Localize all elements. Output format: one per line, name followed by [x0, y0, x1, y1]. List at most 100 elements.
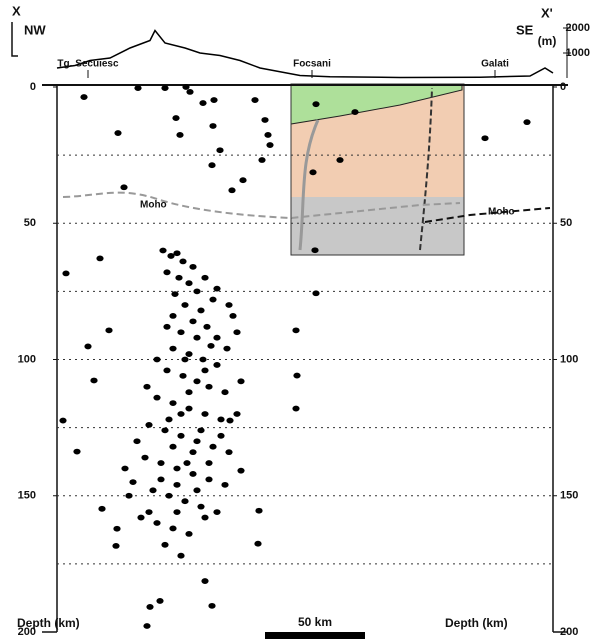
y-axis-label: Depth (km): [445, 616, 508, 630]
earthquake: [217, 416, 225, 423]
earthquake: [171, 291, 179, 297]
earthquake: [186, 89, 194, 95]
earthquake: [208, 602, 216, 609]
earthquake: [201, 411, 209, 417]
earthquake: [133, 438, 141, 445]
earthquake: [185, 389, 193, 396]
earthquake: [221, 389, 229, 396]
earthquake: [261, 117, 269, 123]
fault: [298, 119, 320, 251]
earthquake: [161, 541, 169, 548]
earthquake: [143, 623, 151, 629]
earthquake: [210, 97, 218, 103]
earthquake: [153, 520, 161, 526]
earthquake: [351, 109, 359, 115]
earthquake: [163, 367, 171, 374]
earthquake: [125, 492, 133, 499]
earthquake: [197, 427, 205, 434]
earthquake: [213, 509, 221, 515]
earthquake: [177, 411, 185, 417]
earthquake: [156, 598, 164, 604]
earthquake: [309, 169, 317, 176]
earthquake: [146, 604, 154, 610]
earthquake: [217, 432, 225, 439]
earthquake: [201, 367, 209, 374]
earthquake: [153, 394, 161, 401]
direction: SE: [516, 22, 534, 37]
earthquake: [149, 487, 157, 494]
earthquake: [193, 438, 201, 445]
earthquake: [201, 514, 209, 521]
earthquake: [255, 507, 263, 514]
earthquake: [197, 503, 205, 510]
earthquake: [226, 417, 234, 424]
earthquake: [112, 542, 120, 549]
fault: [419, 87, 433, 251]
earthquake: [182, 84, 190, 90]
earthquake: [312, 290, 320, 297]
earthquake: [169, 525, 177, 532]
earthquake: [203, 323, 211, 330]
section-end: X: [12, 3, 21, 18]
annotation: Moho: [140, 200, 167, 211]
earthquake: [120, 184, 128, 191]
y2-tick-label: 1000: [566, 47, 590, 59]
y2-axis-label: (m): [538, 34, 557, 48]
earthquake: [169, 400, 177, 406]
earthquake: [163, 323, 171, 330]
moho-line: [424, 207, 551, 223]
earthquake: [237, 467, 245, 474]
earthquake: [233, 329, 241, 336]
earthquake: [185, 280, 193, 287]
y-tick-label: 50: [24, 217, 36, 229]
earthquake: [169, 345, 177, 352]
earthquake: [225, 302, 233, 308]
earthquake: [213, 334, 221, 341]
scale-bar: [265, 632, 365, 639]
earthquake: [177, 329, 185, 336]
y-tick-label: 50: [560, 217, 572, 229]
earthquake: [254, 540, 262, 547]
earthquake: [189, 318, 197, 325]
earthquake: [292, 405, 300, 412]
earthquake: [193, 288, 201, 295]
geologic-section: [290, 83, 465, 256]
earthquake: [237, 378, 245, 385]
earthquake: [98, 505, 106, 512]
earthquake: [145, 422, 153, 428]
earthquake: [189, 471, 197, 477]
earthquake: [209, 296, 217, 303]
earthquake: [179, 372, 187, 379]
y-axis-label: Depth (km): [17, 616, 80, 630]
earthquake: [153, 356, 161, 363]
earthquake: [159, 247, 167, 254]
earthquake: [114, 130, 122, 136]
earthquake: [209, 123, 217, 129]
scale-bar-label: 50 km: [298, 615, 332, 629]
mantle-block: [291, 197, 464, 255]
y-tick-label: 100: [560, 353, 578, 365]
earthquake: [129, 479, 137, 486]
earthquake: [157, 476, 165, 483]
earthquake: [481, 135, 489, 142]
earthquake: [62, 270, 70, 277]
earthquake: [173, 250, 181, 257]
earthquake: [181, 302, 189, 308]
earthquake: [207, 342, 215, 349]
earthquake: [229, 313, 237, 319]
earthquake: [205, 476, 213, 483]
earthquake: [177, 432, 185, 439]
earthquake: [201, 578, 209, 584]
earthquake: [239, 177, 247, 184]
earthquake: [161, 427, 169, 434]
earthquake: [312, 101, 320, 108]
earthquake: [193, 487, 201, 494]
place-label: Focsani: [293, 59, 331, 70]
earthquake: [197, 307, 205, 314]
section-end: X': [541, 5, 553, 20]
earthquake: [167, 253, 175, 259]
earthquake: [105, 327, 113, 334]
earthquake: [121, 465, 129, 472]
earthquake: [258, 157, 266, 163]
